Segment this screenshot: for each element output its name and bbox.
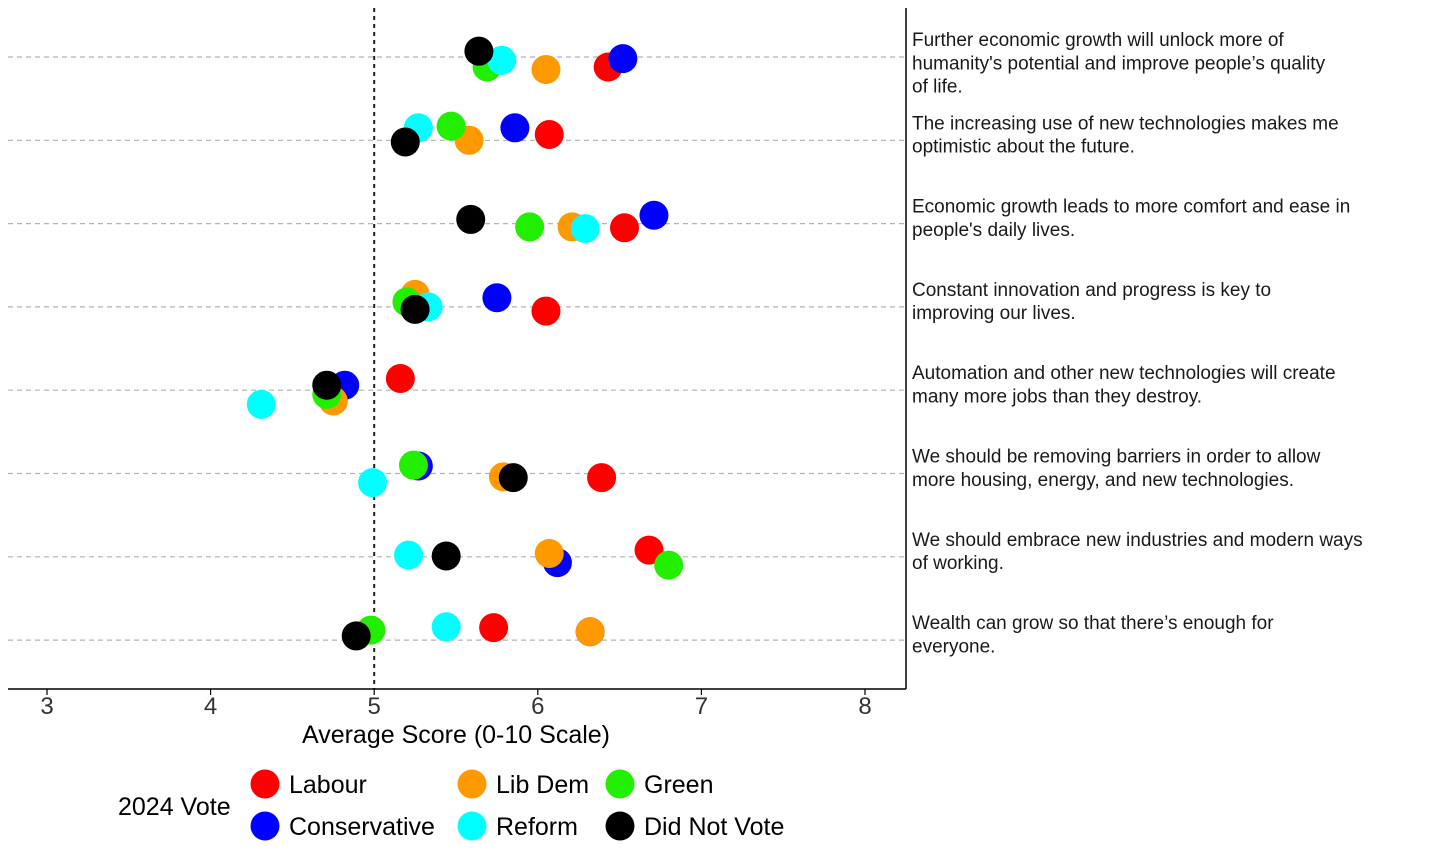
gridlines (8, 56, 906, 641)
data-point-did-not-vote (390, 127, 420, 157)
legend: 2024 Vote Labour Lib Dem Green Conservative… (118, 769, 784, 841)
data-point-did-not-vote (431, 541, 461, 571)
statement-label: Economic growth leads to more comfort an… (912, 197, 1350, 241)
legend-swatch (457, 811, 487, 841)
legend-label: Reform (496, 813, 578, 841)
statement-label: We should embrace new industries and mod… (912, 530, 1363, 574)
data-point-reform (394, 540, 424, 570)
tick-label: 6 (531, 693, 544, 720)
legend-swatch (605, 811, 635, 841)
statement-label: Wealth can grow so that there’s enough f… (912, 613, 1274, 657)
legend-swatch (250, 769, 280, 799)
data-point-lib-dem (531, 54, 561, 84)
data-point-reform (246, 389, 276, 419)
legend-swatch (457, 769, 487, 799)
data-point-did-not-vote (498, 463, 528, 493)
statement-labels: Further economic growth will unlock more… (912, 30, 1363, 657)
x-axis-ticks: 3 4 5 6 7 8 (40, 689, 872, 720)
data-point-labour (534, 119, 564, 149)
legend-swatch (250, 811, 280, 841)
statement-label: We should be removing barriers in order … (912, 447, 1321, 491)
tick-label: 4 (204, 693, 217, 720)
data-point-reform (358, 468, 388, 498)
data-point-green (398, 450, 428, 480)
legend-label: Did Not Vote (644, 813, 784, 841)
data-point-conservative (500, 113, 530, 143)
legend-title: 2024 Vote (118, 793, 231, 821)
data-point-reform (487, 45, 517, 75)
data-point-did-not-vote (464, 36, 494, 66)
statement-label: Further economic growth will unlock more… (912, 30, 1326, 98)
axes (8, 8, 907, 690)
tick-label: 7 (695, 693, 708, 720)
statement-label: The increasing use of new technologies m… (912, 113, 1339, 157)
statement-label: Constant innovation and progress is key … (912, 280, 1271, 324)
data-point-labour (385, 364, 415, 394)
data-point-lib-dem (575, 617, 605, 647)
data-point-did-not-vote (341, 621, 371, 651)
data-point-labour (531, 296, 561, 326)
data-point-did-not-vote (456, 204, 486, 234)
data-point-lib-dem (534, 538, 564, 568)
data-point-conservative (482, 283, 512, 313)
tick-label: 5 (368, 693, 381, 720)
x-axis-label: Average Score (0-10 Scale) (302, 721, 610, 749)
statement-label: Automation and other new technologies wi… (912, 363, 1336, 407)
data-point-green (515, 212, 545, 242)
data-points (246, 36, 684, 651)
legend-label: Conservative (289, 813, 435, 841)
legend-swatch (605, 769, 635, 799)
data-point-labour (479, 613, 509, 643)
data-point-did-not-vote (400, 294, 430, 324)
data-point-reform (431, 612, 461, 642)
data-point-labour (610, 213, 640, 243)
data-point-green (436, 111, 466, 141)
data-point-labour (587, 463, 617, 493)
data-point-labour (634, 535, 664, 565)
legend-label: Green (644, 771, 713, 799)
tick-label: 3 (40, 693, 53, 720)
legend-label: Labour (289, 771, 367, 799)
data-point-reform (570, 214, 600, 244)
data-point-did-not-vote (312, 370, 342, 400)
data-point-conservative (608, 44, 638, 74)
tick-label: 8 (858, 693, 871, 720)
data-point-green (654, 550, 684, 580)
data-point-conservative (639, 200, 669, 230)
legend-label: Lib Dem (496, 771, 589, 799)
